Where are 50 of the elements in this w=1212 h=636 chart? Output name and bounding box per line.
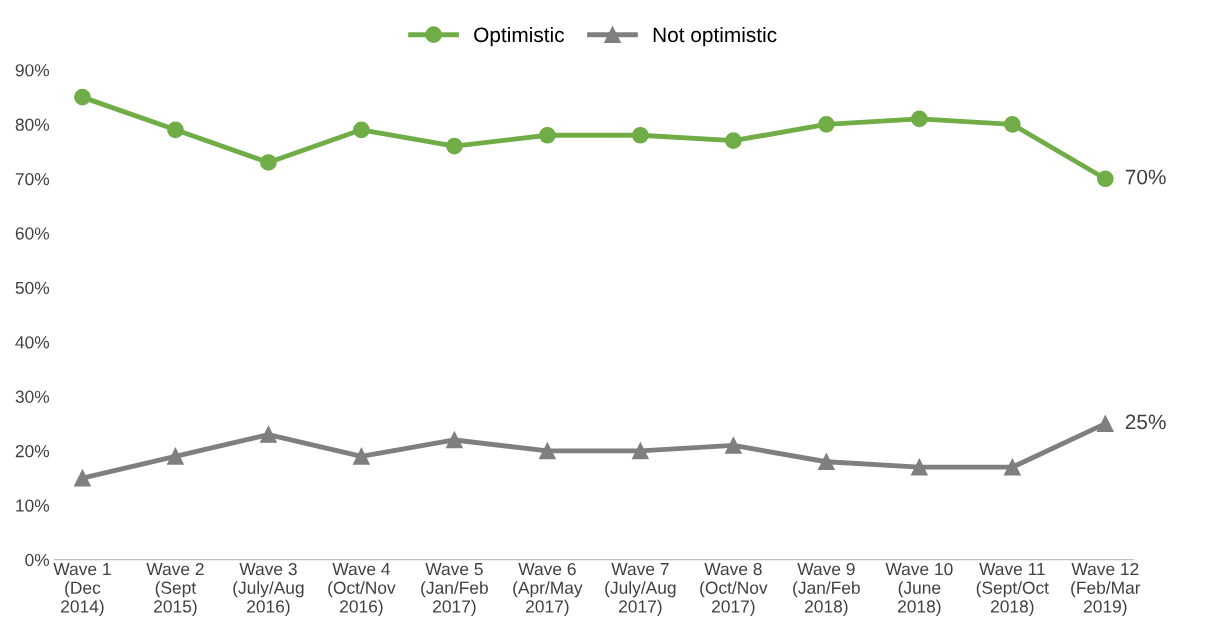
- data-label: 25%: [1125, 414, 1166, 430]
- data-label: 70%: [1125, 169, 1166, 185]
- point: [632, 442, 649, 460]
- x-tick-label: Wave 4 (Oct/Nov 2016): [328, 563, 396, 617]
- y-tick-label: 20%: [15, 445, 50, 458]
- point: [911, 458, 928, 476]
- x-tick-label: Wave 9 (Jan/Feb 2018): [793, 562, 860, 617]
- point: [446, 431, 463, 449]
- y-tick-label: 40%: [15, 336, 50, 349]
- point: [353, 121, 370, 139]
- x-tick-label: Wave 1 (Dec 2014): [53, 563, 111, 617]
- point: [353, 447, 370, 465]
- point: [74, 88, 91, 106]
- point: [260, 426, 277, 443]
- x-tick-label: Wave 11 (Sept/Oct 2018): [976, 563, 1049, 617]
- point: [1003, 116, 1021, 133]
- x-tick-label: Wave 7 (July/Aug 2017): [605, 563, 676, 617]
- point: [632, 126, 649, 144]
- legend-label: Not optimistic: [653, 26, 777, 47]
- point: [818, 453, 835, 471]
- y-tick-label: 10%: [16, 499, 50, 512]
- y-tick-label: 80%: [15, 118, 50, 131]
- point: [818, 116, 835, 133]
- y-tick-label: 60%: [15, 227, 50, 240]
- y-tick-label: 70%: [15, 172, 50, 186]
- y-tick-label: 30%: [15, 390, 50, 403]
- y-tick-label: 50%: [15, 281, 50, 295]
- point: [167, 121, 184, 139]
- x-tick-label: Wave 6 (Apr/May 2017): [513, 562, 583, 617]
- x-tick-label: Wave 2 (Sept 2015): [146, 562, 204, 617]
- point: [1096, 415, 1114, 432]
- x-tick-label: Wave 5 (Jan/Feb 2017): [421, 563, 488, 617]
- x-tick-label: Wave 8 (Oct/Nov 2017): [700, 562, 768, 617]
- point: [1096, 170, 1114, 188]
- point: [74, 469, 91, 487]
- point: [1003, 458, 1021, 476]
- point: [911, 110, 928, 128]
- x-tick-label: Wave 3 (July/Aug 2016): [233, 562, 304, 617]
- x-tick-label: Wave 12 (Feb/Mar 2019): [1071, 562, 1141, 617]
- x-tick-label: Wave 10 (June 2018): [885, 562, 953, 617]
- point: [446, 137, 463, 155]
- point: [167, 447, 184, 465]
- point: [539, 442, 556, 460]
- y-tick-label: 0%: [25, 553, 50, 567]
- point: [725, 437, 742, 454]
- point: [725, 132, 742, 150]
- point: [260, 154, 277, 171]
- y-tick-label: 90%: [15, 64, 50, 77]
- legend-label: Optimistic: [474, 26, 565, 47]
- point: [539, 126, 556, 144]
